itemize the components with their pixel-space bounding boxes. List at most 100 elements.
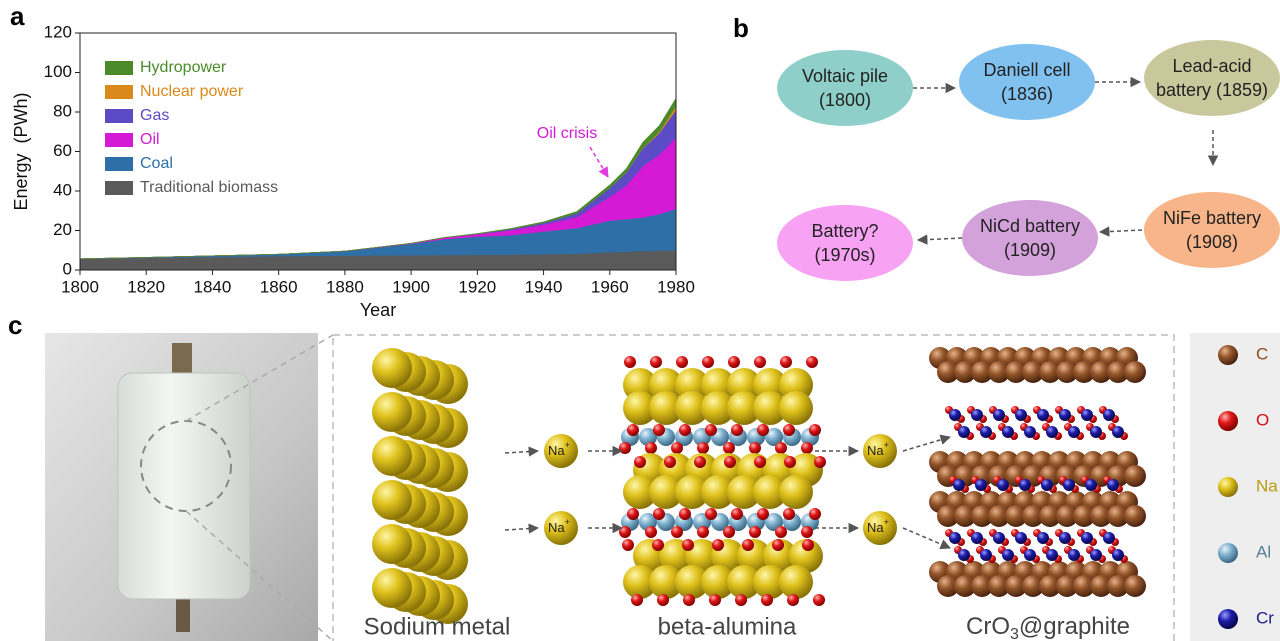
atom	[731, 508, 743, 520]
legend-label: O	[1256, 410, 1269, 429]
arrow	[505, 528, 538, 530]
atom	[645, 442, 657, 454]
node-label: (1836)	[1001, 84, 1053, 104]
atom	[679, 508, 691, 520]
atom	[783, 508, 795, 520]
atom	[622, 539, 634, 551]
x-tick-label: 1840	[194, 277, 232, 296]
atom	[650, 356, 662, 368]
node-label: (1970s)	[814, 245, 875, 265]
atom	[645, 526, 657, 538]
y-tick-label: 80	[53, 101, 72, 120]
atom	[1218, 345, 1238, 365]
atom	[813, 594, 825, 606]
atom	[980, 549, 992, 561]
legend-swatch	[105, 157, 133, 171]
node	[1144, 40, 1280, 116]
node	[962, 200, 1098, 276]
atom	[1103, 409, 1115, 421]
atom	[1024, 426, 1036, 438]
arrow	[505, 451, 538, 453]
legend-label: Traditional biomass	[140, 179, 278, 196]
x-tick-label: 1900	[392, 277, 430, 296]
atom	[664, 456, 676, 468]
atom	[1046, 426, 1058, 438]
atom	[372, 348, 412, 388]
atom	[723, 442, 735, 454]
atom	[1218, 477, 1238, 497]
material-label: beta-alumina	[658, 613, 797, 640]
arrow	[918, 238, 962, 240]
atom	[1015, 532, 1027, 544]
atom	[653, 424, 665, 436]
ion-charge: +	[884, 517, 889, 527]
atom	[1081, 409, 1093, 421]
atom	[971, 409, 983, 421]
ion-symbol: Na	[548, 520, 565, 535]
atom	[801, 442, 813, 454]
atom	[971, 532, 983, 544]
atom	[735, 594, 747, 606]
x-tick-label: 1820	[127, 277, 165, 296]
atom	[1081, 532, 1093, 544]
atom	[619, 526, 631, 538]
atom	[676, 356, 688, 368]
panel-label: b	[733, 13, 749, 43]
node-label: (1908)	[1186, 232, 1238, 252]
legend-label: Gas	[140, 107, 169, 124]
node-label: NiCd battery	[980, 216, 1080, 236]
panel-label: c	[8, 310, 22, 340]
bolt	[176, 596, 190, 632]
node	[777, 50, 913, 126]
atom	[627, 424, 639, 436]
atom	[802, 539, 814, 551]
atom	[993, 532, 1005, 544]
atom	[1090, 549, 1102, 561]
legend-swatch	[105, 181, 133, 195]
atom	[779, 475, 813, 509]
atom	[742, 539, 754, 551]
legend-label: Cr	[1256, 608, 1274, 627]
atom	[809, 508, 821, 520]
atom	[780, 356, 792, 368]
atom	[958, 426, 970, 438]
atom	[784, 456, 796, 468]
atom	[761, 594, 773, 606]
atom	[682, 539, 694, 551]
subscript: 3	[1010, 626, 1019, 641]
node-label: (1800)	[819, 90, 871, 110]
atom	[1037, 409, 1049, 421]
atom	[754, 456, 766, 468]
x-axis-label: Year	[360, 300, 396, 320]
x-tick-label: 1960	[591, 277, 629, 296]
node-label: battery (1859)	[1156, 80, 1268, 100]
atom	[757, 424, 769, 436]
y-tick-label: 40	[53, 180, 72, 199]
x-tick-label: 1940	[525, 277, 563, 296]
atom	[958, 549, 970, 561]
atom	[993, 409, 1005, 421]
atom	[1090, 426, 1102, 438]
y-tick-label: 100	[44, 62, 72, 81]
atom	[1041, 479, 1053, 491]
x-tick-label: 1980	[657, 277, 695, 296]
atom	[705, 508, 717, 520]
atom	[679, 424, 691, 436]
x-tick-label: 1860	[260, 277, 298, 296]
atom	[775, 442, 787, 454]
node	[1144, 192, 1280, 268]
atom	[372, 480, 412, 520]
panel-c: cNa+Na+Na+Na+Sodium metalbeta-aluminaCrO…	[8, 310, 1280, 641]
atom	[652, 539, 664, 551]
atom	[694, 456, 706, 468]
y-axis-label: Energy (PWh)	[11, 92, 31, 210]
atom	[634, 456, 646, 468]
atom	[1218, 543, 1238, 563]
atom	[1085, 479, 1097, 491]
atom	[749, 526, 761, 538]
atom	[657, 594, 669, 606]
atom	[1068, 549, 1080, 561]
arrow	[1100, 230, 1142, 232]
legend-swatch	[105, 61, 133, 75]
atom	[953, 479, 965, 491]
